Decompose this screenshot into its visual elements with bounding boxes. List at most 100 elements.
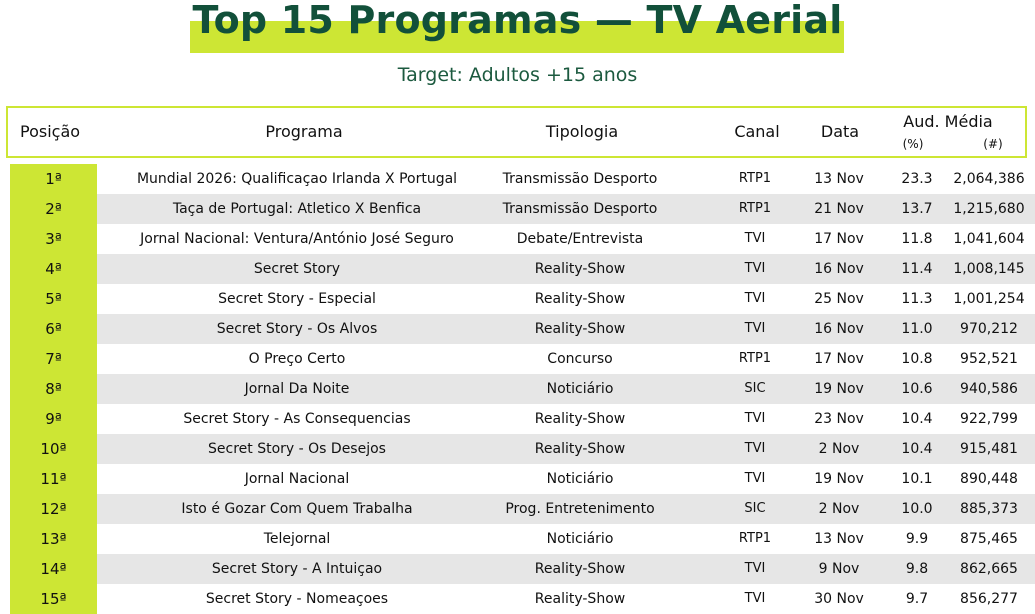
tipologia-cell: Debate/Entrevista: [516, 231, 644, 247]
tipologia-cell: Reality-Show: [534, 591, 626, 607]
data-cell: 19 Nov: [814, 471, 864, 487]
programa-cell: Secret Story - Os Alvos: [216, 321, 378, 337]
posicao-cell: 7ª: [10, 344, 97, 374]
posicao-cell: 4ª: [10, 254, 97, 284]
tipologia-cell: Reality-Show: [534, 561, 626, 577]
data-cell: 2 Nov: [818, 441, 860, 457]
aud-num-cell: 952,521: [960, 351, 1018, 367]
canal-cell: RTP1: [738, 171, 772, 186]
canal-cell: SIC: [744, 501, 766, 516]
aud-pct-cell: 11.3: [901, 291, 933, 307]
data-cell: 17 Nov: [814, 231, 864, 247]
header-data: Data: [820, 122, 860, 141]
aud-pct-cell: 9.7: [905, 591, 929, 607]
aud-num-cell: 922,799: [960, 411, 1018, 427]
aud-pct-cell: 10.0: [901, 501, 933, 517]
posicao-cell: 13ª: [10, 524, 97, 554]
table-header: Posição Programa Tipologia Canal Data Au…: [6, 106, 1027, 158]
aud-pct-cell: 23.3: [901, 171, 933, 187]
canal-cell: TVI: [744, 561, 766, 576]
programa-cell: Jornal Da Noite: [244, 381, 350, 397]
programa-cell: Mundial 2026: Qualificaçao Irlanda X Por…: [136, 171, 458, 187]
tipologia-cell: Prog. Entretenimento: [505, 501, 655, 517]
aud-num-cell: 970,212: [960, 321, 1018, 337]
table-row: 1ª Mundial 2026: Qualificaçao Irlanda X P…: [0, 164, 1035, 194]
posicao-cell: 15ª: [10, 584, 97, 614]
title-banner: Top 15 Programas — TV Aerial: [0, 0, 1035, 60]
aud-num-cell: 875,465: [960, 531, 1018, 547]
aud-num-cell: 1,001,254: [953, 291, 1025, 307]
posicao-cell: 11ª: [10, 464, 97, 494]
header-tipologia: Tipologia: [545, 122, 619, 141]
tipologia-cell: Reality-Show: [534, 291, 626, 307]
tipologia-cell: Noticiário: [546, 471, 614, 487]
aud-pct-cell: 11.4: [901, 261, 933, 277]
header-canal: Canal: [734, 122, 780, 141]
canal-cell: TVI: [744, 231, 766, 246]
aud-pct-cell: 10.1: [901, 471, 933, 487]
aud-num-cell: 940,586: [960, 381, 1018, 397]
row-band: [97, 314, 1035, 344]
aud-pct-cell: 10.8: [901, 351, 933, 367]
tipologia-cell: Noticiário: [546, 381, 614, 397]
canal-cell: RTP1: [738, 351, 772, 366]
header-aud-media: Aud. Média: [903, 112, 993, 131]
tipologia-cell: Concurso: [547, 351, 613, 367]
tipologia-cell: Reality-Show: [534, 411, 626, 427]
data-cell: 17 Nov: [814, 351, 864, 367]
aud-pct-cell: 10.6: [901, 381, 933, 397]
posicao-cell: 3ª: [10, 224, 97, 254]
programa-cell: Secret Story - A Intuiçao: [211, 561, 383, 577]
data-cell: 23 Nov: [814, 411, 864, 427]
programa-cell: Jornal Nacional: Ventura/António José Se…: [140, 231, 454, 247]
programa-cell: Telejornal: [263, 531, 331, 547]
posicao-cell: 14ª: [10, 554, 97, 584]
aud-num-cell: 890,448: [960, 471, 1018, 487]
row-band: [97, 374, 1035, 404]
programa-cell: Jornal Nacional: [244, 471, 350, 487]
data-cell: 30 Nov: [814, 591, 864, 607]
data-cell: 19 Nov: [814, 381, 864, 397]
posicao-cell: 2ª: [10, 194, 97, 224]
aud-num-cell: 1,008,145: [953, 261, 1025, 277]
data-cell: 21 Nov: [814, 201, 864, 217]
posicao-cell: 6ª: [10, 314, 97, 344]
posicao-cell: 5ª: [10, 284, 97, 314]
canal-cell: TVI: [744, 261, 766, 276]
table-row: 7ª O Preço Certo Concurso RTP1 17 Nov 10.8 952…: [0, 344, 1035, 374]
table-row: 6ª Secret Story - Os Alvos Reality-Show TVI…: [0, 314, 1035, 344]
canal-cell: TVI: [744, 321, 766, 336]
programa-cell: Secret Story: [253, 261, 341, 277]
data-cell: 16 Nov: [814, 261, 864, 277]
programa-cell: Secret Story - As Consequencias: [183, 411, 411, 427]
programa-cell: Taça de Portugal: Atletico X Benfica: [172, 201, 422, 217]
page-title: Top 15 Programas — TV Aerial: [192, 0, 843, 42]
canal-cell: TVI: [744, 411, 766, 426]
aud-pct-cell: 9.9: [905, 531, 929, 547]
data-cell: 13 Nov: [814, 171, 864, 187]
header-aud-pct: (%): [902, 137, 924, 151]
table-row: 5ª Secret Story - Especial Reality-Show TVI…: [0, 284, 1035, 314]
aud-num-cell: 862,665: [960, 561, 1018, 577]
aud-num-cell: 885,373: [960, 501, 1018, 517]
row-band: [97, 434, 1035, 464]
header-programa: Programa: [265, 122, 343, 141]
aud-pct-cell: 9.8: [905, 561, 929, 577]
aud-pct-cell: 13.7: [901, 201, 933, 217]
aud-num-cell: 1,041,604: [953, 231, 1025, 247]
programa-cell: Isto é Gozar Com Quem Trabalha: [181, 501, 413, 517]
programa-cell: O Preço Certo: [248, 351, 346, 367]
tipologia-cell: Noticiário: [546, 531, 614, 547]
table-row: 9ª Secret Story - As Consequencias Reality…: [0, 404, 1035, 434]
header-posicao: Posição: [20, 122, 81, 141]
posicao-cell: 10ª: [10, 434, 97, 464]
row-band: [97, 194, 1035, 224]
table-row: 15ª Secret Story - Nomeaçoes Reality-Show T…: [0, 584, 1035, 614]
aud-pct-cell: 10.4: [901, 411, 933, 427]
row-band: [97, 254, 1035, 284]
table-row: 10ª Secret Story - Os Desejos Reality-Show…: [0, 434, 1035, 464]
data-cell: 9 Nov: [818, 561, 860, 577]
canal-cell: RTP1: [738, 201, 772, 216]
table-row: 2ª Taça de Portugal: Atletico X Benfica Tr…: [0, 194, 1035, 224]
data-cell: 2 Nov: [818, 501, 860, 517]
